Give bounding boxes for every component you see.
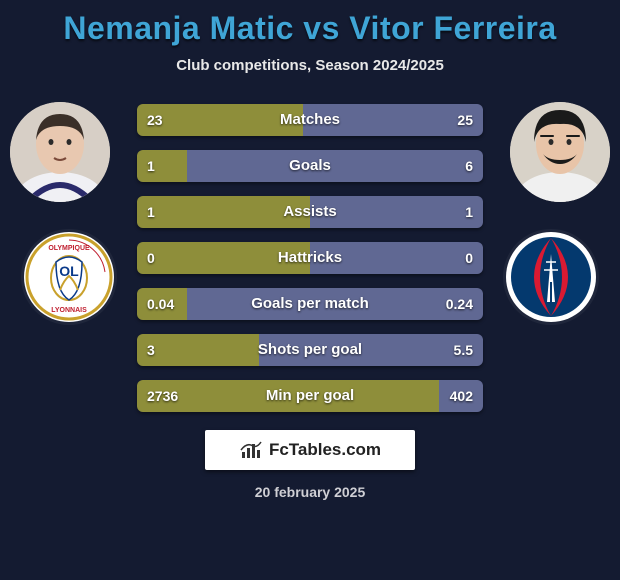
page-title: Nemanja Matic vs Vitor Ferreira: [0, 0, 620, 47]
stat-row: 2325Matches: [137, 104, 483, 136]
brand-badge[interactable]: FcTables.com: [205, 430, 415, 470]
stat-row: 0.040.24Goals per match: [137, 288, 483, 320]
stat-label: Goals per match: [137, 288, 483, 320]
stat-label: Shots per goal: [137, 334, 483, 366]
svg-text:OLYMPIQUE: OLYMPIQUE: [48, 245, 90, 252]
brand-chart-icon: [239, 438, 263, 462]
date-text: 20 february 2025: [0, 484, 620, 500]
club-left-icon: OLYMPIQUE LYONNAIS OL: [24, 232, 114, 322]
svg-text:OL: OL: [59, 263, 79, 279]
player-left-avatar: [10, 102, 110, 202]
stat-row: 11Assists: [137, 196, 483, 228]
club-right-badge: [506, 232, 596, 322]
comparison-arena: OLYMPIQUE LYONNAIS OL 2325Matches 16Goals…: [0, 102, 620, 412]
stat-row: 00Hattricks: [137, 242, 483, 274]
stat-label: Goals: [137, 150, 483, 182]
stat-label: Hattricks: [137, 242, 483, 274]
subtitle: Club competitions, Season 2024/2025: [0, 57, 620, 74]
brand-text: FcTables.com: [269, 440, 381, 460]
svg-text:LYONNAIS: LYONNAIS: [51, 307, 87, 314]
stat-row: 16Goals: [137, 150, 483, 182]
stat-row: 35.5Shots per goal: [137, 334, 483, 366]
player-right-avatar: [510, 102, 610, 202]
club-left-badge: OLYMPIQUE LYONNAIS OL: [24, 232, 114, 322]
stats-container: 2325Matches 16Goals 11Assists 00Hattricks 0.…: [137, 102, 483, 412]
stat-label: Min per goal: [137, 380, 483, 412]
stat-label: Matches: [137, 104, 483, 136]
player-left-icon: [10, 102, 110, 202]
stat-label: Assists: [137, 196, 483, 228]
club-right-icon: [506, 232, 596, 322]
stat-row: 2736402Min per goal: [137, 380, 483, 412]
player-right-icon: [510, 102, 610, 202]
